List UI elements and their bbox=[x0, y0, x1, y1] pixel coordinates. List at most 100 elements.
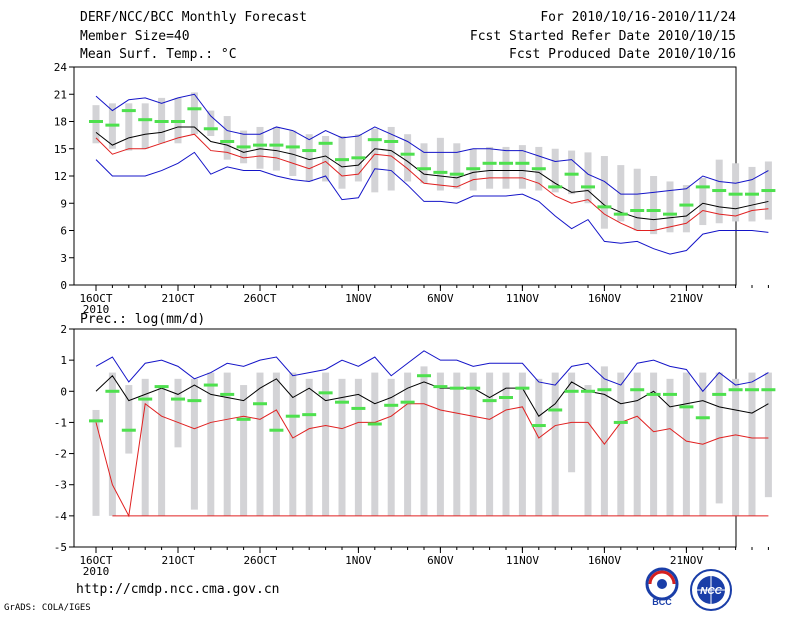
median-mark bbox=[302, 149, 317, 153]
median-mark bbox=[367, 138, 382, 142]
box-bar bbox=[420, 143, 428, 184]
median-mark bbox=[269, 428, 284, 432]
chart-title: DERF/NCC/BCC Monthly Forecast bbox=[80, 10, 307, 25]
median-mark bbox=[253, 143, 267, 147]
box-bar bbox=[699, 177, 707, 226]
box-bar bbox=[141, 378, 149, 516]
box-bar bbox=[289, 130, 297, 176]
median-mark bbox=[646, 392, 661, 396]
median-mark bbox=[712, 189, 727, 193]
box-bar bbox=[518, 145, 526, 189]
box-bar bbox=[551, 372, 559, 516]
box-bar bbox=[371, 128, 379, 193]
y-tick-label: -1 bbox=[54, 416, 67, 429]
median-mark bbox=[663, 212, 677, 216]
y-tick-label: 24 bbox=[54, 61, 68, 74]
median-mark bbox=[236, 417, 251, 421]
median-mark bbox=[220, 392, 235, 396]
box-bar bbox=[486, 372, 494, 516]
ncc-logo-text: NCC bbox=[700, 586, 722, 597]
box-bar bbox=[125, 103, 133, 151]
box-bar bbox=[732, 378, 740, 516]
median-mark bbox=[105, 123, 120, 127]
median-mark bbox=[171, 397, 185, 401]
box-bar bbox=[732, 163, 740, 222]
upper-line bbox=[95, 350, 769, 393]
box-bar bbox=[305, 134, 313, 182]
box-bar bbox=[502, 146, 510, 189]
median-mark bbox=[121, 428, 136, 432]
box-bar bbox=[436, 137, 444, 191]
box-bar bbox=[322, 136, 330, 182]
box-bar bbox=[600, 366, 608, 516]
y-tick-label: -5 bbox=[54, 541, 67, 554]
source-url[interactable]: http://cmdp.ncc.cma.gov.cn bbox=[76, 582, 280, 597]
median-mark bbox=[400, 152, 415, 156]
forecast-started: Fcst Started Refer Date 2010/10/15 bbox=[469, 29, 736, 44]
box-bar bbox=[338, 136, 346, 189]
median-mark bbox=[548, 408, 563, 412]
x-tick-year: 2010 bbox=[83, 303, 110, 316]
x-tick-label: 21OCT bbox=[161, 554, 194, 567]
y-tick-label: 2 bbox=[60, 323, 67, 336]
precip-title: Prec.: log(mm/d) bbox=[80, 312, 205, 327]
median-mark bbox=[761, 189, 776, 193]
x-tick-label: 26OCT bbox=[243, 554, 276, 567]
box-bar bbox=[453, 143, 461, 189]
box-bar bbox=[322, 372, 330, 516]
median-mark bbox=[417, 167, 431, 171]
median-mark bbox=[531, 167, 546, 171]
median-mark bbox=[581, 185, 595, 189]
median-mark bbox=[499, 396, 513, 400]
median-mark bbox=[597, 388, 612, 392]
lower-line bbox=[95, 402, 769, 518]
box-bar bbox=[666, 378, 674, 516]
forecast-produced: Fcst Produced Date 2010/10/16 bbox=[509, 47, 736, 62]
box-bar bbox=[256, 126, 264, 169]
box-bar bbox=[272, 126, 280, 171]
variable-label: Mean Surf. Temp.: °C bbox=[80, 47, 237, 62]
box-bar bbox=[272, 372, 280, 516]
median-mark bbox=[105, 389, 120, 393]
median-mark bbox=[433, 385, 448, 389]
median-mark bbox=[597, 205, 612, 209]
median-mark bbox=[630, 388, 645, 392]
y-tick-label: 0 bbox=[60, 279, 67, 292]
box-bar bbox=[584, 152, 592, 204]
box-bar bbox=[190, 378, 198, 510]
median-mark bbox=[482, 161, 497, 165]
median-mark bbox=[138, 397, 153, 401]
y-tick-label: 12 bbox=[54, 170, 67, 183]
median-mark bbox=[728, 192, 743, 196]
box-bar bbox=[584, 385, 592, 516]
box-bar bbox=[190, 92, 198, 135]
median-mark bbox=[220, 139, 235, 143]
median-mark bbox=[515, 386, 530, 390]
y-tick-label: 0 bbox=[60, 385, 67, 398]
median-mark bbox=[581, 389, 595, 393]
x-tick-label: 16NOV bbox=[588, 292, 621, 305]
median-mark bbox=[253, 402, 267, 406]
y-tick-label: -3 bbox=[54, 479, 67, 492]
box-bar bbox=[371, 372, 379, 516]
box-bar bbox=[404, 134, 412, 182]
median-mark bbox=[154, 385, 169, 389]
median-mark bbox=[564, 172, 579, 176]
median-mark bbox=[449, 172, 464, 176]
median-mark bbox=[335, 158, 349, 162]
median-mark bbox=[613, 420, 628, 424]
x-tick-label: 1NOV bbox=[345, 292, 372, 305]
box-bar bbox=[666, 181, 674, 233]
median-mark bbox=[351, 406, 366, 410]
x-tick-label: 6NOV bbox=[427, 292, 454, 305]
median-mark bbox=[482, 399, 497, 403]
box-bar bbox=[436, 372, 444, 516]
lowest-line bbox=[95, 151, 769, 255]
median-mark bbox=[89, 419, 103, 423]
median-mark bbox=[466, 167, 481, 171]
box-bar bbox=[223, 372, 231, 516]
x-tick-label: 21NOV bbox=[670, 554, 703, 567]
bcc-logo: BCC bbox=[640, 567, 684, 611]
